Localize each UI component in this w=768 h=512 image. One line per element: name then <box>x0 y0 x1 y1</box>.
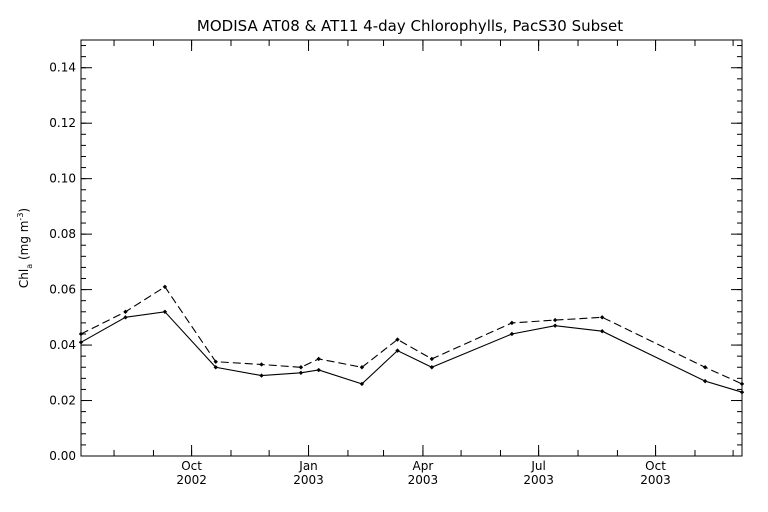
chart-title: MODISA AT08 & AT11 4-day Chlorophylls, P… <box>197 17 623 35</box>
x-tick-year-label: 2003 <box>523 473 554 487</box>
data-point-dashed <box>509 320 515 326</box>
data-point-dashed <box>316 356 321 362</box>
data-point-dashed <box>552 317 558 323</box>
data-point-solid <box>395 348 400 353</box>
x-tick-month-label: Oct <box>181 459 202 473</box>
data-point-dashed <box>123 309 128 314</box>
data-point-solid <box>213 365 218 370</box>
y-tick-label: 0.02 <box>49 394 76 408</box>
data-point-dashed <box>702 365 708 370</box>
data-point-dashed <box>599 315 605 320</box>
data-point-solid <box>509 331 515 337</box>
x-tick-month-label: Jan <box>298 459 318 473</box>
data-point-dashed <box>259 362 264 367</box>
y-tick-label: 0.12 <box>49 116 76 130</box>
x-tick-year-label: 2003 <box>408 473 439 487</box>
data-point-solid <box>162 309 168 314</box>
y-tick-label: 0.06 <box>49 283 76 297</box>
data-point-solid <box>123 315 128 320</box>
plot-frame <box>80 39 743 457</box>
series-line-dashed <box>80 286 743 385</box>
data-point-solid <box>316 367 321 373</box>
data-point-solid <box>359 381 365 387</box>
data-point-dashed <box>429 356 435 362</box>
data-point-solid <box>429 365 435 370</box>
data-point-solid <box>739 390 745 395</box>
x-tick-month-label: Oct <box>645 459 666 473</box>
data-point-solid <box>78 340 84 345</box>
data-point-dashed <box>395 337 400 342</box>
x-tick-year-label: 2002 <box>176 473 207 487</box>
data-point-solid <box>599 329 605 334</box>
x-tick-month-label: Apr <box>413 459 434 473</box>
y-tick-label: 0.14 <box>49 61 76 75</box>
y-tick-label: 0.00 <box>49 449 76 463</box>
data-point-solid <box>259 373 264 378</box>
y-tick-label: 0.04 <box>49 338 76 352</box>
data-point-solid <box>702 378 708 384</box>
data-point-dashed <box>739 381 745 387</box>
y-axis: 0.00 0.02 0.04 0.06 0.08 0.10 0.12 0.14 <box>49 45 742 463</box>
data-point-dashed <box>78 331 84 337</box>
x-tick-year-label: 2003 <box>293 473 324 487</box>
y-tick-label: 0.10 <box>49 172 76 186</box>
y-tick-label: 0.08 <box>49 227 76 241</box>
x-tick-month-label: Jul <box>530 459 545 473</box>
data-point-solid <box>298 370 304 375</box>
series-layer <box>78 284 745 395</box>
data-point-dashed <box>298 365 304 370</box>
data-point-dashed <box>213 359 218 364</box>
series-line-solid <box>80 311 743 393</box>
y-axis-label: Chla (mg m-3) <box>16 208 34 288</box>
data-point-dashed <box>162 284 168 290</box>
data-point-dashed <box>359 365 365 370</box>
data-point-solid <box>552 323 558 328</box>
x-tick-year-label: 2003 <box>640 473 671 487</box>
